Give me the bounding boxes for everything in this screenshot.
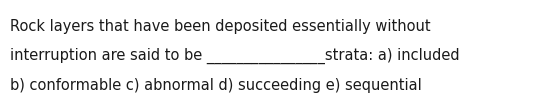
Text: interruption are said to be ________________strata: a) included: interruption are said to be ____________… xyxy=(10,48,460,64)
Text: b) conformable c) abnormal d) succeeding e) sequential: b) conformable c) abnormal d) succeeding… xyxy=(10,78,422,93)
Text: Rock layers that have been deposited essentially without: Rock layers that have been deposited ess… xyxy=(10,19,431,34)
